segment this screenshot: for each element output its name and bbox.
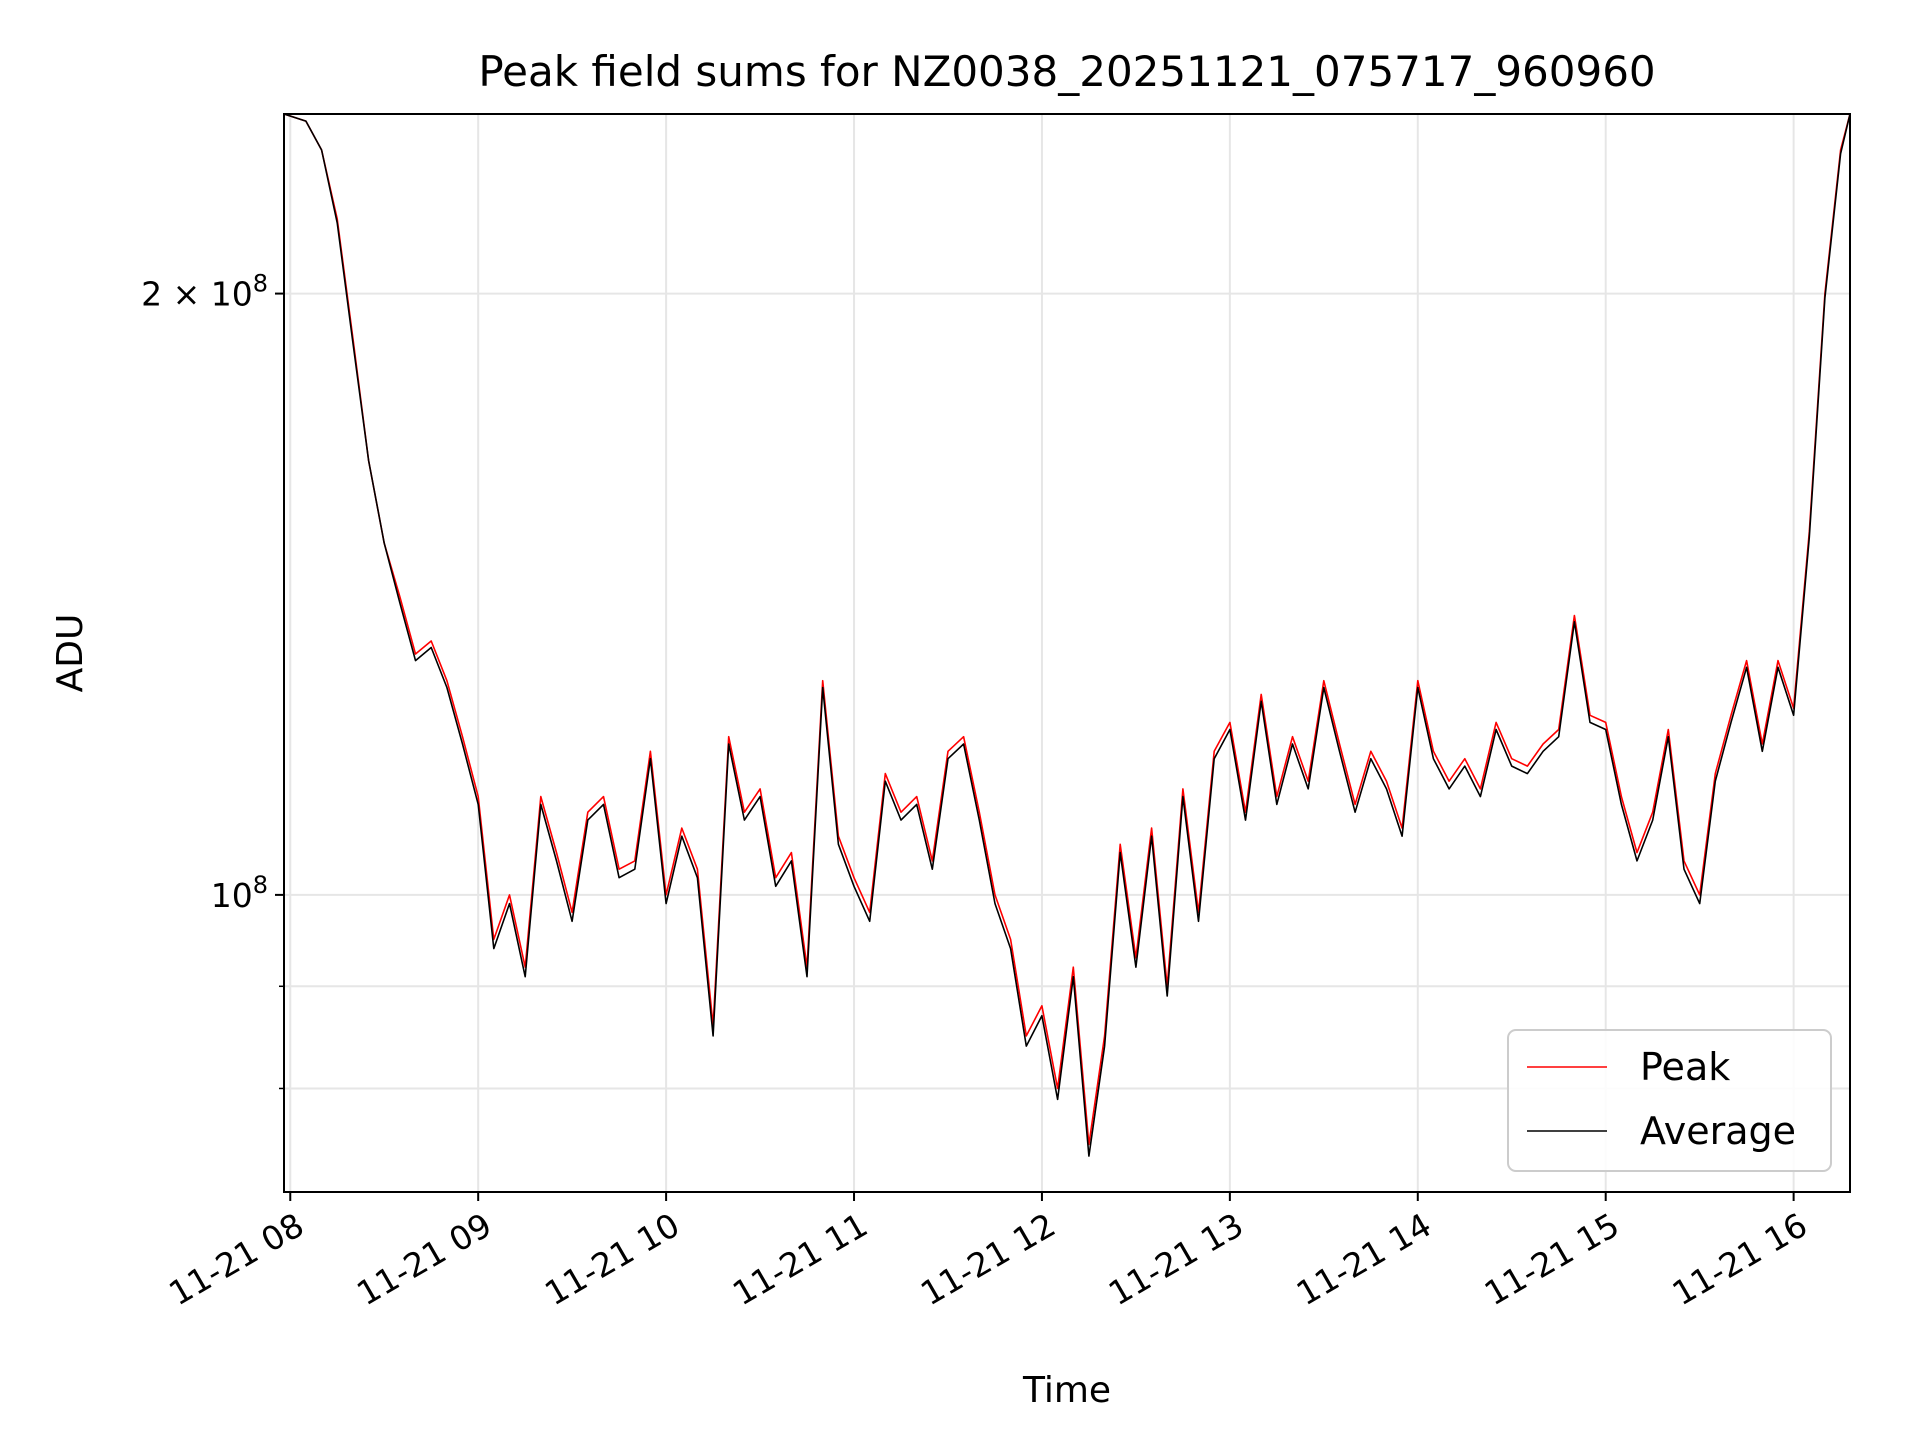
x-tick-label: 11-21 09	[350, 1205, 498, 1313]
legend-box	[1507, 1029, 1832, 1172]
x-tick-label: 11-21 12	[914, 1205, 1062, 1313]
y-tick-label: 108	[211, 871, 268, 915]
x-tick-label: 11-21 14	[1290, 1205, 1438, 1313]
y-axis-label: ADU	[50, 614, 91, 693]
series-lines	[283, 113, 1851, 1157]
x-axis-label: Time	[1022, 1370, 1111, 1411]
x-axis-ticks: 11-21 08 11-21 09 11-21 10 11-21 11 11-21 12…	[162, 1192, 1814, 1313]
x-tick-label: 11-21 15	[1478, 1205, 1626, 1313]
x-tick-label: 11-21 11	[726, 1205, 874, 1313]
legend-label-peak: Peak	[1640, 1045, 1730, 1089]
x-tick-label: 11-21 10	[538, 1205, 686, 1313]
series-average-line	[283, 113, 1851, 1157]
x-tick-label: 11-21 16	[1666, 1205, 1814, 1313]
x-tick-label: 11-21 08	[162, 1205, 310, 1313]
series-peak-line	[283, 113, 1851, 1146]
x-tick-label: 11-21 13	[1102, 1205, 1250, 1313]
chart-title: Peak field sums for NZ0038_20251121_0757…	[478, 47, 1655, 96]
y-axis-ticks: 2 × 108 108	[141, 270, 284, 1090]
plot-frame	[283, 113, 1851, 1193]
legend-label-average: Average	[1640, 1109, 1796, 1153]
legend: Peak Average	[1507, 1029, 1832, 1172]
y-tick-label: 2 × 108	[141, 270, 268, 314]
